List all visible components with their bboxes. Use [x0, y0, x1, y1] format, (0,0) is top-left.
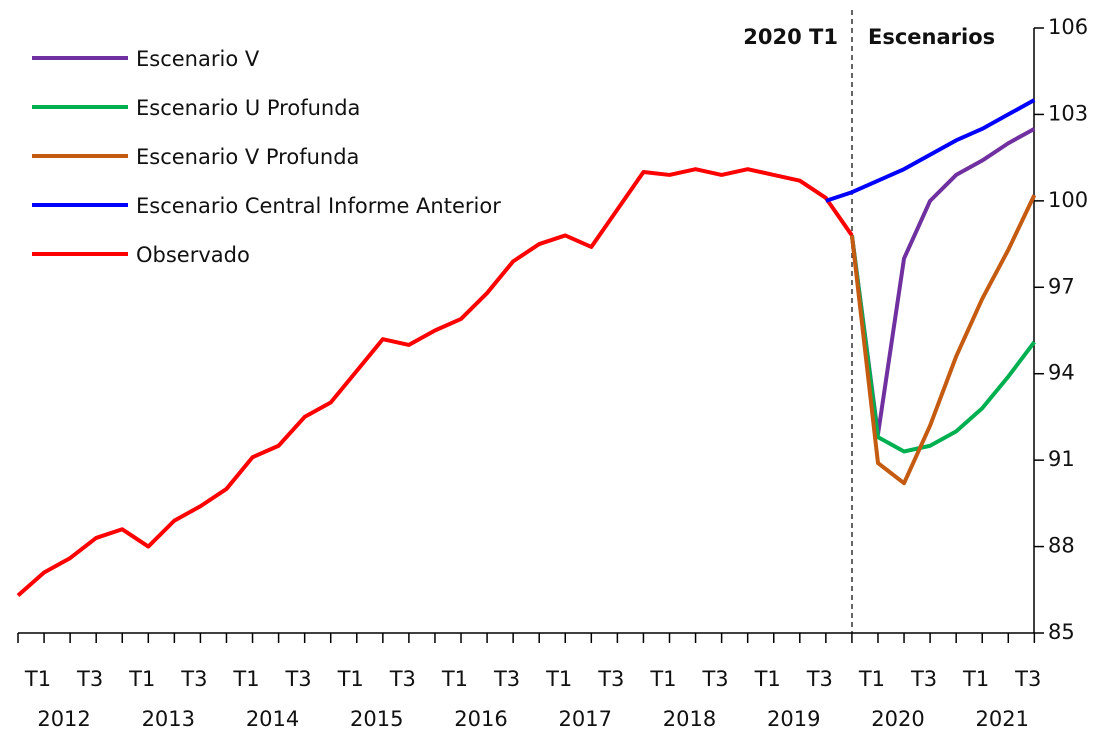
legend-label: Observado [136, 243, 250, 267]
legend-label: Escenario V Profunda [136, 145, 359, 169]
x-tick-label: T1 [858, 667, 885, 691]
y-tick-label: 88 [1048, 534, 1075, 558]
x-tick-label: T1 [24, 667, 51, 691]
annotation: Escenarios [868, 25, 995, 49]
x-tick-label: T3 [1014, 667, 1041, 691]
y-tick-label: 100 [1048, 188, 1088, 212]
x-tick-label: T3 [389, 667, 416, 691]
year-label: 2014 [246, 707, 299, 731]
x-tick-label: T1 [232, 667, 259, 691]
x-tick-label: T1 [754, 667, 781, 691]
y-tick-label: 94 [1048, 361, 1075, 385]
legend-label: Escenario V [136, 47, 260, 71]
x-tick-label: T3 [806, 667, 833, 691]
y-tick-label: 103 [1048, 101, 1088, 125]
series-line [849, 235, 1036, 454]
annotation: 2020 T1 [743, 25, 838, 49]
series-line [825, 98, 1036, 203]
x-tick-label: T1 [128, 667, 155, 691]
year-label: 2016 [454, 707, 507, 731]
year-label: 2021 [975, 707, 1028, 731]
year-label: 2015 [350, 707, 403, 731]
x-tick-label: T3 [284, 667, 311, 691]
series-line [16, 167, 854, 598]
y-tick-label: 106 [1048, 15, 1088, 39]
legend-label: Escenario U Profunda [136, 96, 360, 120]
x-tick-label: T1 [962, 667, 989, 691]
series-line [849, 194, 1037, 486]
year-label: 2013 [142, 707, 195, 731]
year-label: 2020 [871, 707, 924, 731]
year-label: 2019 [767, 707, 820, 731]
y-tick-label: 85 [1048, 620, 1075, 644]
year-label: 2018 [663, 707, 716, 731]
x-tick-label: T3 [493, 667, 520, 691]
y-tick-label: 97 [1048, 274, 1075, 298]
series-line [849, 127, 1036, 437]
x-tick-label: T1 [545, 667, 572, 691]
legend-label: Escenario Central Informe Anterior [136, 194, 501, 218]
year-label: 2017 [559, 707, 612, 731]
y-tick-label: 91 [1048, 447, 1075, 471]
x-tick-label: T3 [701, 667, 728, 691]
year-label: 2012 [37, 707, 90, 731]
x-tick-label: T1 [337, 667, 364, 691]
x-tick-label: T3 [76, 667, 103, 691]
x-tick-label: T1 [441, 667, 468, 691]
x-tick-label: T1 [649, 667, 676, 691]
x-tick-label: T3 [910, 667, 937, 691]
x-tick-label: T3 [597, 667, 624, 691]
x-tick-label: T3 [180, 667, 207, 691]
